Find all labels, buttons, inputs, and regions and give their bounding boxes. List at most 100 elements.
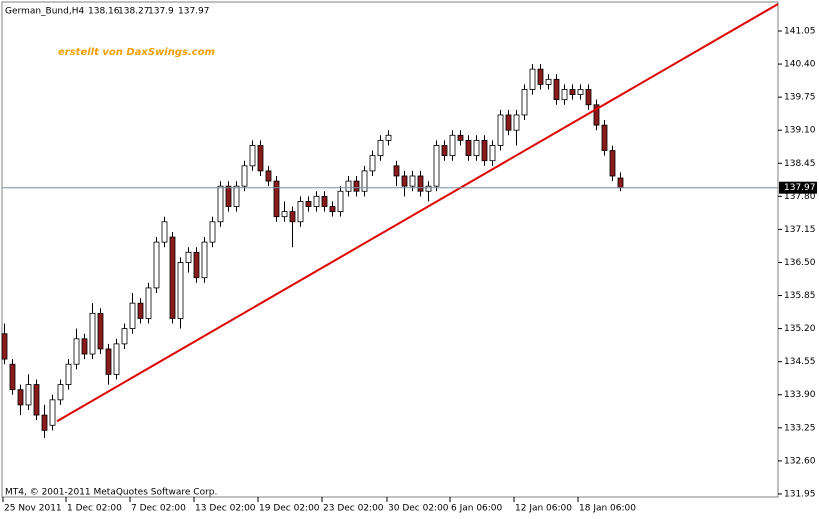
candle-body bbox=[321, 195, 328, 207]
candle-body bbox=[265, 170, 272, 182]
candle-body bbox=[105, 348, 112, 375]
y-tick-label: 137.15 bbox=[784, 225, 816, 235]
candle-body bbox=[385, 134, 392, 141]
candle-body bbox=[345, 180, 352, 192]
x-tick-label: 23 Dec 02:00 bbox=[323, 504, 384, 514]
candle-body bbox=[169, 236, 176, 319]
y-tick-label: 139.75 bbox=[784, 93, 816, 103]
candle-body bbox=[121, 328, 128, 345]
x-tick-label: 6 Jan 06:00 bbox=[451, 504, 503, 514]
candle-body bbox=[41, 414, 48, 431]
candle-body bbox=[441, 145, 448, 157]
candle-body bbox=[33, 384, 40, 416]
candle-body bbox=[529, 68, 536, 90]
candle-body bbox=[473, 139, 480, 157]
candle-body bbox=[433, 145, 440, 187]
candle-body bbox=[521, 89, 528, 116]
y-tick-label: 136.50 bbox=[784, 258, 816, 268]
candle-body bbox=[249, 145, 256, 167]
candle-body bbox=[569, 89, 576, 95]
candle-body bbox=[185, 251, 192, 263]
candle-body bbox=[361, 170, 368, 192]
candle-body bbox=[537, 68, 544, 85]
candle-body bbox=[617, 177, 624, 189]
candle-body bbox=[489, 145, 496, 162]
candle-body bbox=[281, 211, 288, 218]
y-tick-label: 134.55 bbox=[784, 357, 816, 367]
candle-body bbox=[425, 185, 432, 192]
y-tick-label: 132.60 bbox=[784, 456, 816, 466]
watermark: erstellt von DaxSwings.com bbox=[58, 47, 215, 58]
x-tick-label: 19 Dec 02:00 bbox=[259, 504, 320, 514]
trendline bbox=[56, 3, 779, 423]
candle-body bbox=[409, 175, 416, 187]
candle-body bbox=[241, 165, 248, 187]
header-close: 137.97 bbox=[178, 7, 210, 17]
candle-body bbox=[217, 185, 224, 223]
plot-frame bbox=[1, 1, 779, 498]
candle-body bbox=[225, 185, 232, 207]
header-open: 138.16 bbox=[88, 7, 120, 17]
candle-body bbox=[481, 139, 488, 162]
candle-body bbox=[377, 139, 384, 157]
candle-body bbox=[601, 124, 608, 151]
x-tick-label: 18 Jan 06:00 bbox=[579, 504, 636, 514]
candle-body bbox=[553, 78, 560, 101]
candle-body bbox=[505, 114, 512, 131]
candle-body bbox=[273, 180, 280, 218]
candle-body bbox=[593, 104, 600, 126]
candle-body bbox=[561, 89, 568, 101]
y-tick-label: 133.25 bbox=[784, 423, 816, 433]
candle-body bbox=[81, 338, 88, 355]
y-tick-label: 137.80 bbox=[784, 192, 816, 202]
last-price-box bbox=[779, 181, 817, 194]
candle-body bbox=[153, 241, 160, 289]
y-tick-label: 141.05 bbox=[784, 26, 816, 36]
candle-body bbox=[89, 312, 96, 355]
x-tick-label: 1 Dec 02:00 bbox=[67, 504, 122, 514]
y-tick-label: 139.10 bbox=[784, 126, 816, 136]
y-tick-label: 133.90 bbox=[784, 390, 816, 400]
x-tick-label: 12 Jan 06:00 bbox=[515, 504, 572, 514]
candle-body bbox=[417, 175, 424, 192]
candle-body bbox=[137, 302, 144, 319]
candle-body bbox=[289, 211, 296, 223]
candle-body bbox=[497, 114, 504, 146]
candle-body bbox=[513, 114, 520, 131]
header-high: 138.27 bbox=[118, 7, 150, 17]
x-tick-label: 25 Nov 2011 bbox=[4, 504, 62, 514]
candle-body bbox=[465, 139, 472, 157]
candle-body bbox=[73, 338, 80, 365]
candle-body bbox=[305, 201, 312, 207]
y-tick-label: 135.20 bbox=[784, 324, 816, 334]
y-tick-label: 140.40 bbox=[784, 60, 816, 70]
candle-body bbox=[585, 89, 592, 106]
x-tick-label: 13 Dec 02:00 bbox=[195, 504, 256, 514]
candle-body bbox=[49, 399, 56, 426]
y-tick-label: 138.45 bbox=[784, 159, 816, 169]
candle-body bbox=[577, 89, 584, 95]
candle-body bbox=[209, 221, 216, 243]
candle-body bbox=[113, 343, 120, 375]
x-tick-label: 7 Dec 02:00 bbox=[131, 504, 186, 514]
candle-body bbox=[457, 134, 464, 141]
candle-body bbox=[233, 185, 240, 207]
candle-body bbox=[393, 165, 400, 177]
candle-body bbox=[65, 363, 72, 385]
candle-body bbox=[57, 384, 64, 401]
candle-body bbox=[97, 312, 104, 350]
candle-body bbox=[129, 302, 136, 330]
x-tick-label: 30 Dec 02:00 bbox=[388, 504, 449, 514]
candle-body bbox=[161, 221, 168, 243]
candle-body bbox=[25, 384, 32, 406]
header: German_Bund,H4 138.16 138.27 137.9 137.9… bbox=[5, 7, 210, 17]
y-tick-label: 131.95 bbox=[784, 489, 816, 499]
candle-body bbox=[369, 155, 376, 172]
candle-body bbox=[145, 287, 152, 319]
candle-body bbox=[297, 201, 304, 223]
candle-body bbox=[401, 175, 408, 187]
last-price-label: 137.97 bbox=[784, 183, 816, 193]
candle-body bbox=[329, 206, 336, 212]
candle-body bbox=[449, 134, 456, 157]
